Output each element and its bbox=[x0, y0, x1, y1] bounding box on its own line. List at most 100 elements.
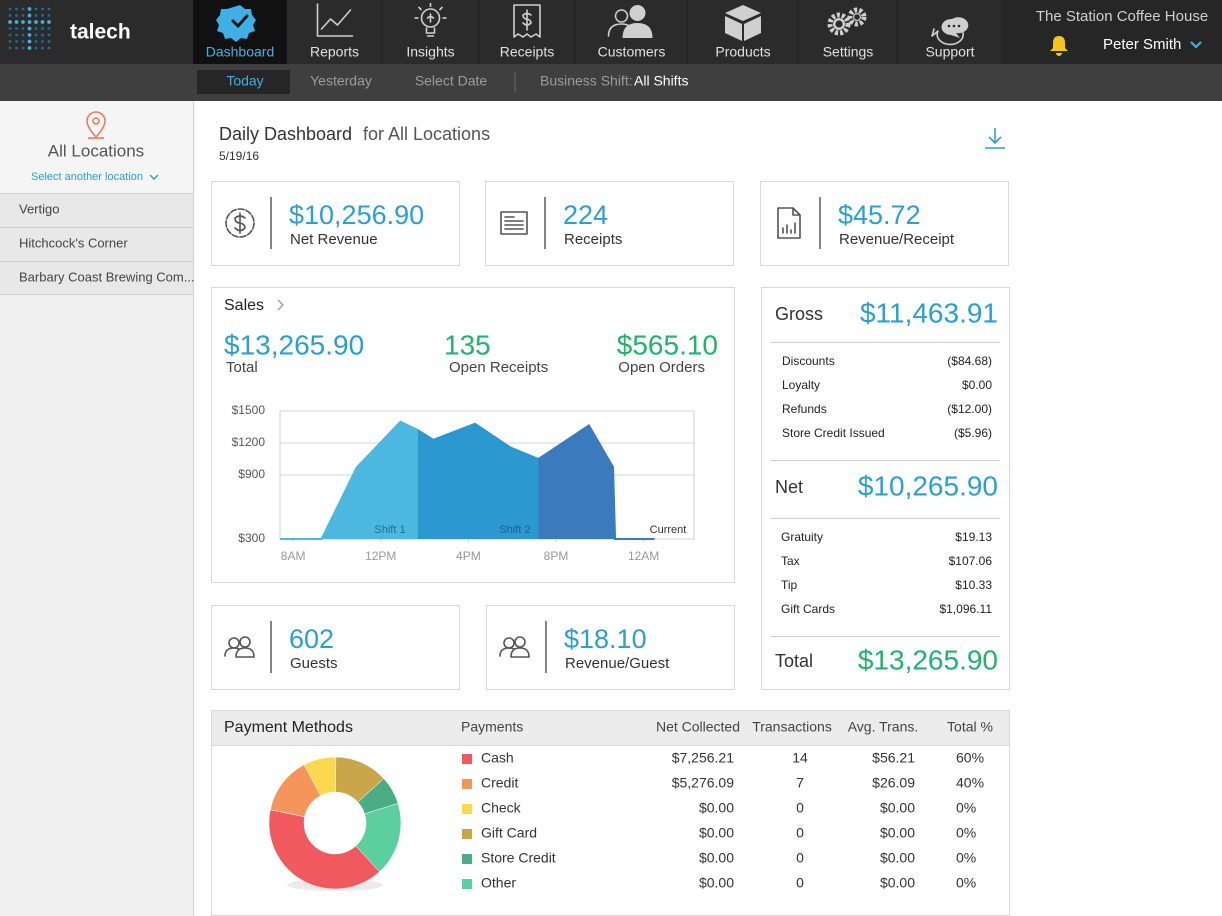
nav-label[interactable]: Settings bbox=[823, 44, 874, 60]
locations-title: All Locations bbox=[48, 141, 144, 160]
logo-dot bbox=[27, 7, 32, 11]
icon bbox=[777, 207, 801, 239]
kpi-card bbox=[486, 605, 735, 690]
bell-icon bbox=[1050, 36, 1068, 56]
download-icon[interactable] bbox=[985, 128, 1005, 149]
icon bbox=[425, 13, 436, 37]
series-label: Shift 2 bbox=[499, 524, 530, 536]
nav-tab[interactable] bbox=[287, 0, 382, 64]
icon bbox=[235, 647, 255, 658]
nav-label[interactable]: Support bbox=[925, 44, 974, 60]
summary-item-label: Gratuity bbox=[781, 530, 823, 544]
icon bbox=[854, 14, 860, 20]
location-name[interactable]: Barbary Coast Brewing Com... bbox=[19, 269, 195, 284]
logo-dot bbox=[21, 46, 25, 50]
location-name[interactable]: Vertigo bbox=[19, 201, 59, 216]
payment-cell: 60% bbox=[956, 750, 984, 766]
logo-dot bbox=[41, 33, 44, 37]
payment-cell: $0.00 bbox=[699, 850, 734, 866]
user-menu-chevron bbox=[1190, 41, 1202, 49]
logo-dot bbox=[8, 33, 12, 37]
kpi-value: $10,256.90 bbox=[289, 200, 424, 230]
x-tick-label: 8PM bbox=[544, 549, 569, 563]
sales-stat-value: $13,265.90 bbox=[224, 329, 364, 360]
summary-item-value: $107.06 bbox=[949, 554, 993, 568]
payment-cell: 0 bbox=[796, 800, 804, 816]
date-tab[interactable]: Today bbox=[226, 73, 263, 89]
icon bbox=[231, 14, 249, 29]
store-name: The Station Coffee House bbox=[1036, 8, 1208, 25]
kpi-label: Revenue/Receipt bbox=[839, 231, 955, 248]
payments-title: Payment Methods bbox=[224, 719, 353, 736]
payment-cell: $56.21 bbox=[872, 750, 915, 766]
summary-item-value: ($5.96) bbox=[954, 426, 992, 440]
sales-stat-label: Total bbox=[226, 359, 258, 376]
location-pin bbox=[92, 117, 100, 125]
area bbox=[418, 423, 539, 539]
summary-amount: $13,265.90 bbox=[858, 644, 998, 675]
icon bbox=[782, 222, 796, 234]
icon bbox=[224, 647, 240, 657]
payment-cell: $0.00 bbox=[880, 875, 915, 891]
payment-cell: 0 bbox=[796, 850, 804, 866]
summary-item-label: Store Credit Issued bbox=[782, 426, 885, 440]
nav-tab[interactable] bbox=[798, 0, 898, 64]
date-tab[interactable]: Select Date bbox=[415, 73, 488, 89]
nav-label[interactable]: Customers bbox=[598, 44, 666, 60]
logo-dot bbox=[34, 40, 38, 43]
icon bbox=[725, 16, 761, 41]
icon bbox=[827, 12, 851, 36]
dashboard-date: 5/19/16 bbox=[219, 149, 259, 163]
nav-label[interactable]: Insights bbox=[406, 44, 454, 60]
icon bbox=[614, 9, 629, 23]
logo-dot bbox=[27, 20, 32, 24]
nav-tab[interactable] bbox=[382, 0, 479, 64]
icon bbox=[225, 208, 255, 238]
logo-dot bbox=[27, 33, 32, 37]
shift-value[interactable]: All Shifts bbox=[634, 73, 688, 89]
kpi-value: $18.10 bbox=[564, 624, 647, 654]
logo-dot bbox=[47, 27, 51, 30]
icon bbox=[234, 212, 246, 234]
payment-cell: $0.00 bbox=[880, 800, 915, 816]
kpi-value: 602 bbox=[289, 624, 334, 654]
nav-label[interactable]: Products bbox=[715, 44, 770, 60]
icon bbox=[522, 9, 532, 31]
summary-item-label: Loyalty bbox=[782, 378, 820, 392]
dashboard-subtitle: for All Locations bbox=[363, 124, 490, 144]
icon bbox=[947, 24, 951, 28]
payment-cell: $0.00 bbox=[880, 825, 915, 841]
logo-dot bbox=[21, 7, 25, 11]
location-row bbox=[0, 193, 193, 227]
payment-swatch bbox=[462, 804, 472, 814]
icon bbox=[417, 6, 423, 11]
icon bbox=[622, 23, 653, 38]
summary-item-value: ($12.00) bbox=[947, 402, 992, 416]
icon bbox=[504, 216, 524, 230]
date-tab[interactable]: Yesterday bbox=[310, 73, 372, 89]
summary-heading: Gross bbox=[775, 304, 823, 324]
icon bbox=[320, 9, 352, 30]
logo-dot bbox=[15, 33, 18, 37]
summary-item-value: $0.00 bbox=[962, 378, 992, 392]
sales-title[interactable]: Sales bbox=[224, 297, 264, 314]
logo-dot bbox=[15, 27, 18, 30]
user-name[interactable]: Peter Smith bbox=[1103, 36, 1181, 53]
nav-label[interactable]: Dashboard bbox=[206, 44, 275, 60]
logo-dot bbox=[21, 14, 25, 17]
logo-dot bbox=[27, 39, 32, 44]
x-tick-label: 8AM bbox=[281, 549, 306, 563]
location-name[interactable]: Hitchcock's Corner bbox=[19, 235, 128, 250]
icon bbox=[952, 24, 956, 28]
payment-cell: 0% bbox=[956, 875, 976, 891]
column-header: Net Collected bbox=[656, 719, 740, 735]
area-line bbox=[280, 420, 419, 540]
icon bbox=[420, 8, 441, 28]
payments-header bbox=[212, 711, 1009, 745]
area-line bbox=[417, 422, 539, 460]
select-location-link[interactable]: Select another location bbox=[31, 171, 143, 183]
logo-dot bbox=[34, 33, 38, 37]
nav-label[interactable]: Reports bbox=[310, 44, 359, 60]
nav-label[interactable]: Receipts bbox=[500, 44, 554, 60]
